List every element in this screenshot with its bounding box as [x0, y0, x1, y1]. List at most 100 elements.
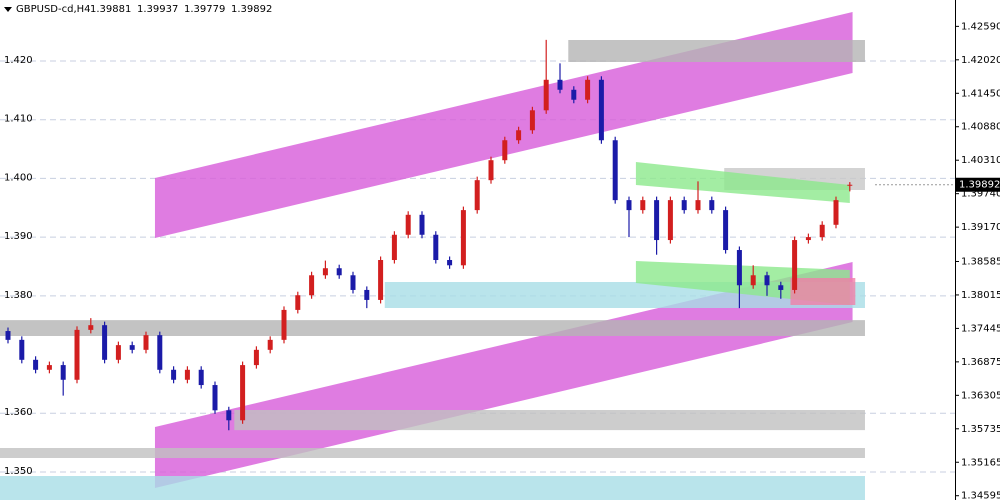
candle-body	[805, 237, 811, 241]
candle-body	[764, 275, 770, 286]
candle-body	[405, 214, 411, 235]
candle	[571, 86, 577, 104]
y-tick-label: 1.37445	[961, 323, 1000, 334]
candle	[33, 356, 39, 374]
candle-body	[281, 309, 287, 340]
candle-body	[695, 200, 701, 211]
left-tick-label: 1.390	[4, 231, 33, 242]
zone	[0, 320, 865, 337]
candle-body	[543, 79, 549, 111]
symbol-title: GBPUSD-cd,H4	[16, 4, 91, 15]
candle	[198, 366, 204, 389]
left-tick-label: 1.350	[4, 466, 33, 477]
candle-body	[847, 184, 853, 186]
candle	[792, 236, 798, 294]
candle-body	[792, 240, 798, 290]
candle	[557, 63, 563, 94]
candle	[654, 196, 660, 255]
candle	[336, 264, 342, 279]
ohlc-low: 1.39779	[184, 4, 225, 15]
y-tick-label: 1.40310	[961, 155, 1000, 166]
candle	[819, 221, 825, 241]
candle-body	[46, 365, 52, 370]
ohlc-high: 1.39937	[137, 4, 178, 15]
candle	[598, 76, 604, 144]
candle-body	[322, 268, 328, 276]
candle	[626, 196, 632, 238]
candle-body	[447, 260, 453, 266]
zone	[0, 448, 865, 459]
candle-body	[74, 329, 80, 380]
candle	[19, 336, 25, 364]
candle	[543, 39, 549, 114]
candle-body	[378, 260, 384, 300]
candle-body	[267, 339, 273, 350]
candle	[350, 271, 356, 294]
candle-body	[212, 385, 218, 411]
candle	[529, 106, 535, 134]
candle-body	[88, 325, 94, 330]
y-tick-label: 1.42590	[961, 21, 1000, 32]
candle	[723, 206, 729, 254]
left-tick-label: 1.380	[4, 290, 33, 301]
candle-body	[33, 359, 39, 370]
candle-body	[253, 349, 259, 366]
zone	[234, 410, 865, 431]
collapse-arrow[interactable]	[4, 7, 12, 12]
candle-body	[143, 335, 149, 350]
y-tick-label: 1.35165	[961, 457, 1000, 468]
y-tick-label: 1.36875	[961, 357, 1000, 368]
candle	[226, 406, 232, 431]
candle-body	[184, 369, 190, 380]
candle-body	[667, 200, 673, 241]
zone	[154, 11, 853, 238]
y-tick-label: 1.38015	[961, 290, 1000, 301]
candle	[405, 211, 411, 239]
candle	[184, 366, 190, 384]
candle-body	[654, 200, 660, 241]
candle	[295, 291, 301, 314]
candle-body	[102, 325, 108, 360]
y-tick-label: 1.39170	[961, 222, 1000, 233]
candle-body	[640, 200, 646, 211]
candle-body	[557, 79, 563, 90]
candle	[805, 233, 811, 244]
current-price-box	[956, 177, 1000, 192]
candle	[447, 256, 453, 269]
candle-body	[226, 410, 232, 421]
candle	[667, 196, 673, 244]
candle-body	[433, 234, 439, 261]
candle-body	[5, 331, 11, 340]
candle	[88, 318, 94, 334]
y-tick-label: 1.38585	[961, 256, 1000, 267]
ohlc-open: 1.39881	[90, 4, 131, 15]
ohlc-close: 1.39892	[231, 4, 272, 15]
candle	[5, 327, 11, 344]
candle-body	[516, 130, 522, 141]
candle	[585, 76, 591, 104]
candle	[502, 136, 508, 164]
candle-body	[419, 214, 425, 235]
candle-body	[736, 250, 742, 286]
candle	[46, 361, 52, 374]
candle-body	[709, 200, 715, 211]
zone	[0, 476, 865, 500]
candle-body	[309, 275, 315, 296]
candle	[74, 326, 80, 384]
candle-body	[364, 289, 370, 300]
candle-body	[819, 224, 825, 238]
candle	[267, 336, 273, 354]
candle	[764, 271, 770, 296]
candle-body	[833, 200, 839, 225]
candle-body	[474, 180, 480, 211]
candle	[736, 246, 742, 309]
candle	[460, 206, 466, 269]
candle-body	[171, 369, 177, 380]
candle-body	[488, 160, 494, 181]
y-tick-label: 1.41450	[961, 88, 1000, 99]
candle	[516, 126, 522, 144]
candle-body	[336, 268, 342, 276]
candle	[102, 321, 108, 364]
y-tick-label: 1.34595	[961, 491, 1000, 500]
